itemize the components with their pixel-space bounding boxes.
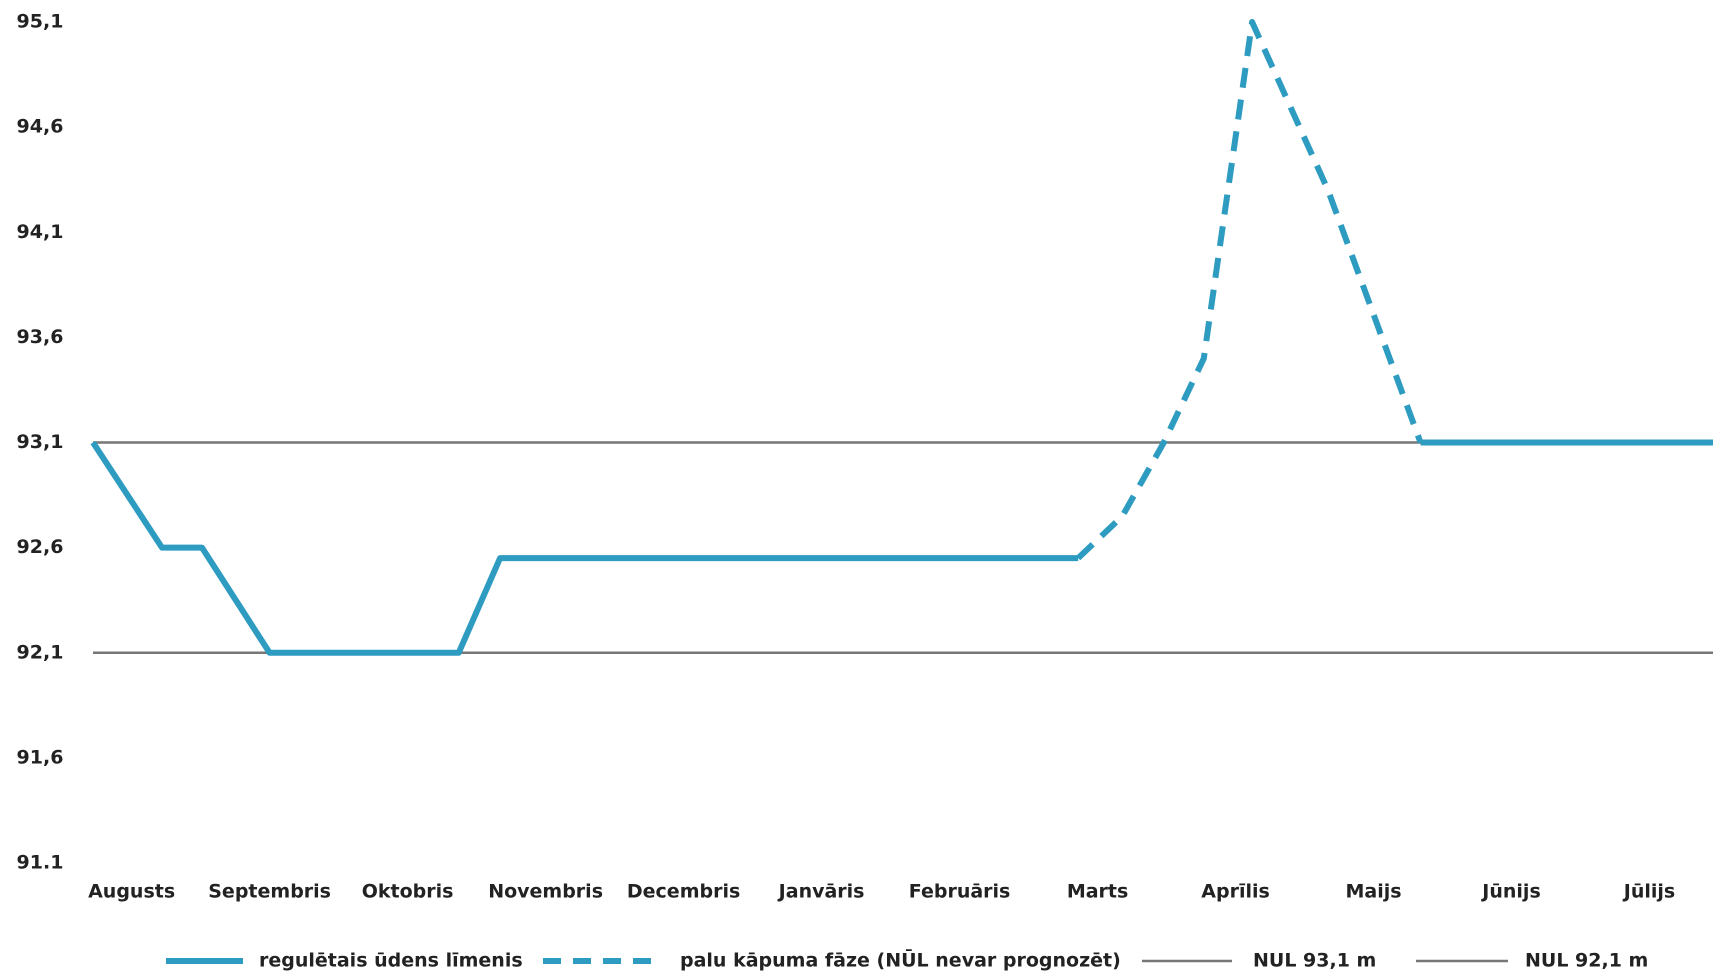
y-tick-label: 94,6 — [17, 116, 64, 138]
legend-label: NUL 92,1 m — [1525, 950, 1648, 972]
x-tick-label: Decembris — [627, 881, 740, 903]
y-tick-label: 92,6 — [17, 536, 64, 558]
y-tick-label: 93,1 — [17, 431, 64, 453]
legend-label: palu kāpuma fāze (NŪL nevar prognozēt) — [680, 949, 1121, 972]
x-tick-label: Jūnijs — [1480, 881, 1540, 903]
y-tick-label: 91.1 — [17, 852, 64, 874]
legend-label: NUL 93,1 m — [1253, 950, 1376, 972]
x-tick-label: Oktobris — [362, 881, 454, 903]
x-tick-label: Novembris — [488, 881, 603, 903]
x-tick-label: Septembris — [208, 881, 331, 903]
y-tick-label: 95,1 — [17, 11, 64, 33]
x-tick-label: Augusts — [88, 881, 175, 903]
series-line — [90, 439, 1713, 656]
x-tick-label: Februāris — [909, 881, 1011, 903]
y-tick-label: 94,1 — [17, 221, 64, 243]
y-tick-label: 92,1 — [17, 641, 64, 663]
y-tick-label: 93,6 — [17, 326, 64, 348]
x-tick-label: Jūlijs — [1622, 881, 1675, 903]
x-tick-label: Aprīlis — [1201, 881, 1270, 903]
series-line — [1076, 19, 1424, 561]
x-tick-label: Maijs — [1346, 881, 1402, 903]
y-tick-label: 91,6 — [17, 746, 64, 768]
x-tick-label: Janvāris — [777, 881, 865, 903]
x-tick-label: Marts — [1067, 881, 1129, 903]
legend-label: regulētais ūdens līmenis — [259, 950, 523, 972]
